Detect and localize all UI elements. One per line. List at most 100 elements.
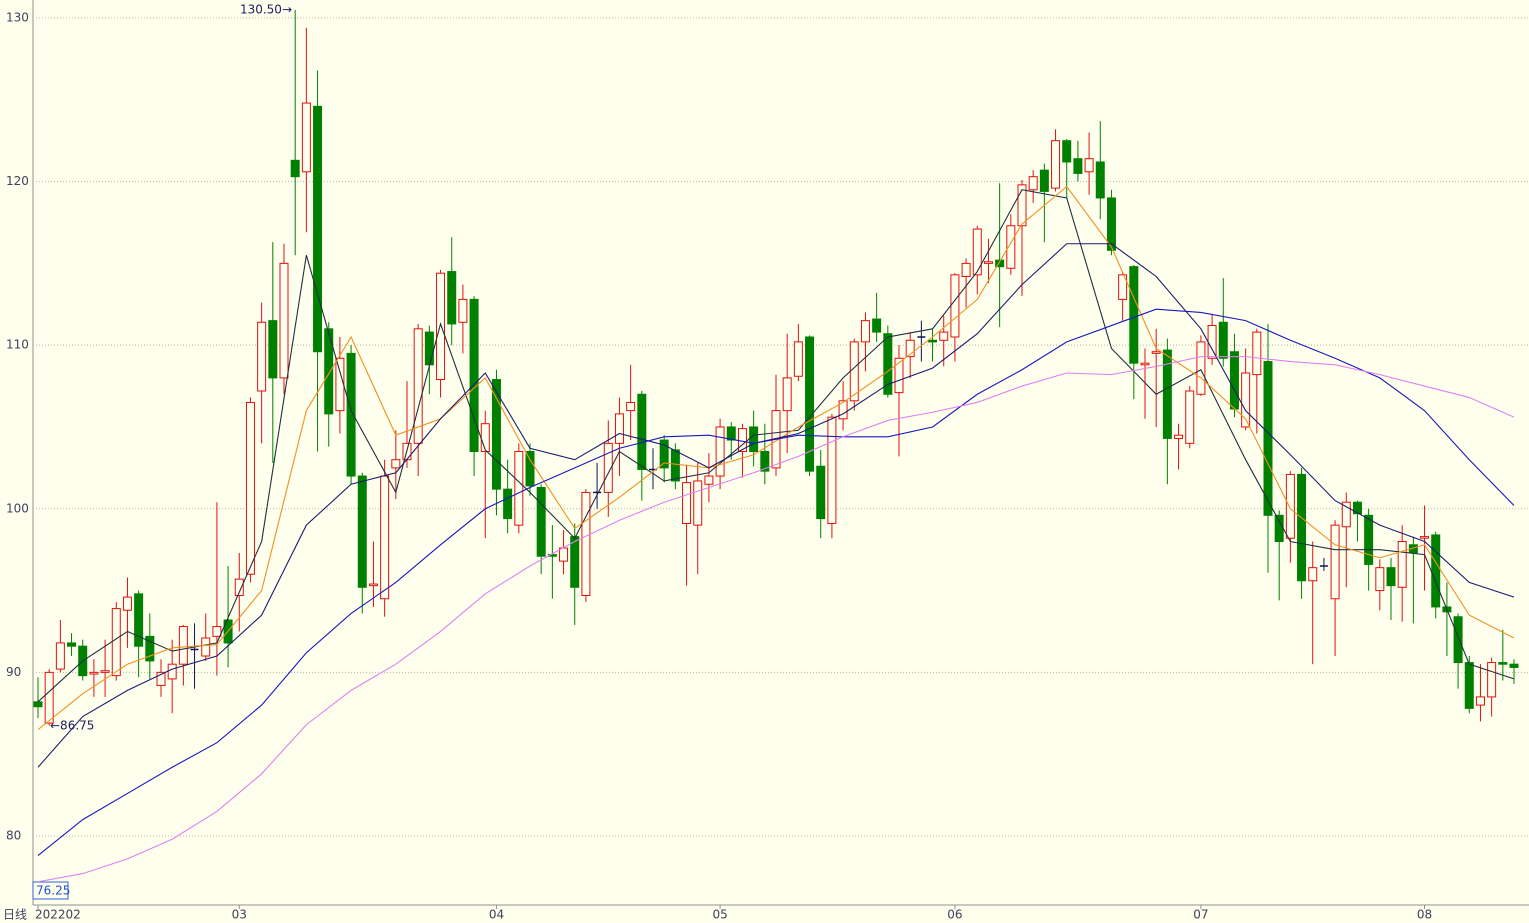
y-tick-label: 110: [6, 338, 29, 352]
candle-body: [525, 451, 535, 487]
moving-average-line: [37, 308, 1515, 857]
candle-body: [559, 547, 569, 562]
candle-body: [346, 352, 356, 477]
candle-body: [324, 328, 334, 415]
candle-body: [1509, 663, 1519, 668]
candle-body: [1364, 514, 1374, 565]
candle-body: [1095, 161, 1105, 199]
candle-body: [693, 480, 703, 526]
moving-average-line: [37, 356, 1515, 883]
candle-body: [950, 274, 960, 338]
candle-body: [1129, 266, 1139, 364]
candle-body: [536, 487, 546, 557]
y-tick-label: 130: [6, 10, 29, 24]
candle-body: [178, 626, 188, 665]
candle-body: [33, 701, 43, 708]
cursor-box: [32, 881, 69, 900]
candle-body: [1140, 362, 1150, 366]
candle-body: [469, 298, 479, 453]
candle-body: [1185, 390, 1195, 444]
candle-body: [1039, 169, 1049, 192]
y-tick-label: 90: [6, 665, 21, 679]
candle-body: [1073, 158, 1083, 174]
candle-body: [1106, 197, 1116, 251]
candle-body: [357, 475, 367, 588]
candle-body: [391, 459, 401, 469]
candle-body: [1420, 536, 1430, 539]
candle-body: [1308, 567, 1318, 582]
candle-body: [1352, 501, 1362, 515]
candle-body: [1006, 225, 1016, 269]
x-tick-label: 05: [712, 908, 727, 922]
x-tick-label: 08: [1417, 908, 1432, 922]
candle-body: [1464, 662, 1474, 709]
candle-body: [1297, 473, 1307, 582]
moving-average-line: [37, 189, 1515, 703]
candle-body: [983, 261, 993, 264]
max-annotation: 130.50→: [240, 3, 292, 17]
candle-body: [1386, 567, 1396, 587]
candle-body: [1453, 616, 1463, 664]
candle-body: [860, 320, 870, 343]
candle-body: [380, 475, 390, 600]
candle-body: [603, 442, 613, 493]
candle-body: [100, 670, 110, 673]
candle-body: [961, 262, 971, 277]
candle-body: [581, 491, 591, 596]
candle-body: [301, 102, 311, 173]
candle-body: [670, 449, 680, 482]
candle-body: [749, 426, 759, 453]
moving-average-line: [37, 185, 1515, 731]
candle-body: [134, 593, 144, 647]
candle-body: [715, 426, 725, 477]
candle-body: [816, 465, 826, 520]
candle-body: [1062, 140, 1072, 163]
candle-body: [939, 331, 949, 341]
candle-body: [167, 663, 177, 680]
candle-body: [122, 596, 132, 611]
candle-body: [145, 635, 155, 662]
x-tick-label: 202202: [35, 908, 81, 922]
candle-body: [313, 105, 323, 353]
candle-body: [1285, 473, 1295, 539]
candle-body: [1252, 331, 1262, 376]
candle-body: [782, 377, 792, 412]
candle-body: [905, 339, 915, 358]
min-annotation: ←86.75: [50, 719, 94, 733]
candle-body: [1162, 349, 1172, 439]
y-tick-label: 80: [6, 828, 21, 842]
candle-body: [67, 642, 77, 647]
candle-body: [514, 451, 524, 526]
candle-body: [726, 426, 736, 441]
candle-body: [872, 318, 882, 333]
candle-body: [1498, 662, 1508, 665]
candle-body: [760, 451, 770, 472]
candle-body: [413, 328, 423, 444]
candle-body: [1017, 184, 1027, 227]
candle-body: [212, 626, 222, 637]
candle-body: [1241, 372, 1251, 428]
period-label: 日线: [3, 908, 27, 922]
y-tick-label: 120: [6, 174, 29, 188]
candle-body: [1375, 567, 1385, 592]
x-tick-label: 04: [489, 908, 504, 922]
candle-body: [704, 475, 714, 485]
candle-body: [928, 339, 938, 343]
candle-body: [234, 578, 244, 596]
candle-body: [257, 321, 267, 392]
candle-body: [447, 271, 457, 325]
candle-body: [503, 488, 513, 520]
candle-body: [290, 159, 300, 178]
moving-average-line: [37, 243, 1515, 768]
candle-body: [89, 671, 99, 675]
candle-body: [995, 259, 1005, 268]
candle-body: [614, 413, 624, 444]
candle-body: [1274, 514, 1284, 542]
candle-body: [1431, 534, 1441, 608]
candle-body: [1229, 351, 1239, 410]
candle-body: [279, 262, 289, 379]
candle-body: [1151, 351, 1161, 354]
candle-body: [827, 416, 837, 524]
candle-body: [156, 671, 166, 686]
